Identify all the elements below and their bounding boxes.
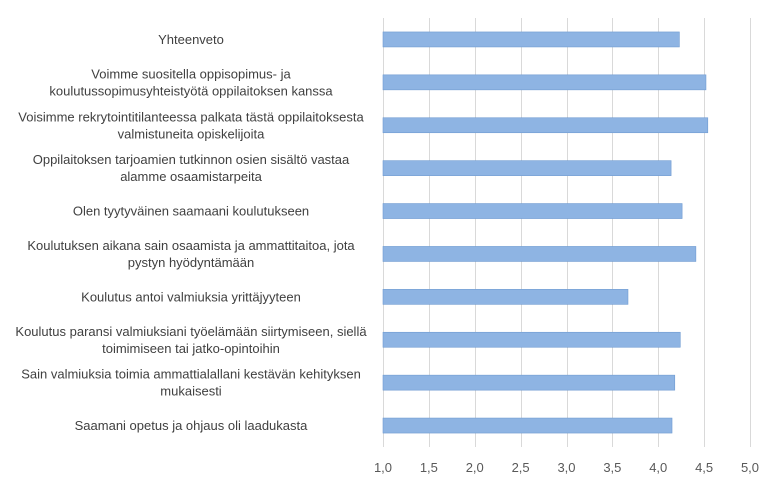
bar xyxy=(382,331,681,348)
bar xyxy=(382,374,676,391)
x-tick-label: 2,5 xyxy=(512,460,530,475)
x-tick-label: 3,0 xyxy=(557,460,575,475)
bar xyxy=(382,246,697,262)
bar xyxy=(382,117,709,134)
category-label: Voisimme rekrytointitilanteessa palkata … xyxy=(18,109,364,141)
category-label: Olen tyytyväinen saamaani koulutukseen xyxy=(73,204,309,219)
category-label: Koulutus antoi valmiuksia yrittäjyyteen xyxy=(81,289,301,304)
x-tick-label: 5,0 xyxy=(741,460,759,475)
category-label: Saamani opetus ja ohjaus oli laadukasta xyxy=(75,418,308,433)
x-tick-label: 1,0 xyxy=(374,460,392,475)
x-tick-label: 3,5 xyxy=(603,460,621,475)
category-label: Voimme suositella oppisopimus- ja koulutu… xyxy=(49,66,333,98)
x-tick-label: 2,0 xyxy=(466,460,484,475)
bar xyxy=(382,203,683,219)
category-label: Koulutus paransi valmiuksiani työelämään… xyxy=(15,324,367,356)
category-label: Sain valmiuksia toimia ammattialallani k… xyxy=(21,367,361,399)
bar xyxy=(382,289,629,305)
x-tick-label: 4,0 xyxy=(649,460,667,475)
x-tick-label: 4,5 xyxy=(695,460,713,475)
bar xyxy=(382,417,673,434)
bar xyxy=(382,31,680,48)
x-tick-label: 1,5 xyxy=(420,460,438,475)
category-label: Koulutuksen aikana sain osaamista ja amm… xyxy=(27,238,355,270)
bar xyxy=(382,160,672,176)
bar xyxy=(382,74,707,91)
category-label: Oppilaitoksen tarjoamien tutkinnon osien… xyxy=(33,152,350,184)
category-label: Yhteenveto xyxy=(158,32,224,47)
